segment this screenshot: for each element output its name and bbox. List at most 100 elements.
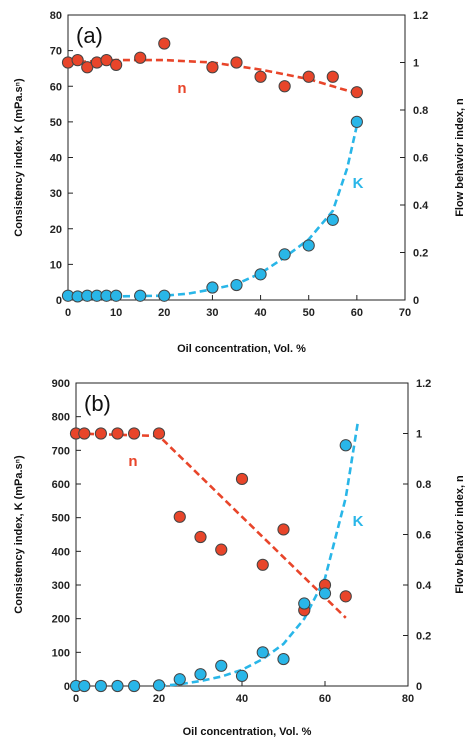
x-tick-label: 20: [158, 307, 170, 319]
x-tick-label: 70: [399, 307, 411, 319]
x-tick-label: 40: [254, 307, 266, 319]
x-axis-label: Oil concentration, Vol. %: [183, 726, 312, 738]
x-tick-label: 40: [236, 693, 248, 705]
y2-tick-label: 1.2: [416, 378, 431, 390]
chart-panel-2: 0 20 40 60 80010020030040050060070080090000.…: [13, 378, 466, 738]
y-tick-label: 800: [52, 412, 70, 424]
data-point-n: [206, 61, 219, 74]
y-tick-label: 500: [52, 513, 70, 525]
data-point-K: [318, 587, 332, 600]
x-axis-label: Oil concentration, Vol. %: [177, 343, 306, 355]
data-point-K: [173, 673, 186, 686]
data-point-n: [278, 80, 291, 93]
y2-axis-label: Flow behavior index, n: [454, 475, 466, 594]
data-point-K: [128, 679, 141, 693]
y2-tick-label: 1: [413, 58, 419, 70]
y-tick-label: 80: [50, 10, 62, 22]
x-tick-label: 0: [73, 693, 79, 705]
chart-panel-1: 0 10 20 30 40 50 60 700102030405060708000.20.40…: [13, 10, 466, 355]
y-tick-label: 30: [50, 188, 62, 200]
y-tick-label: 900: [52, 378, 70, 390]
data-point-n: [173, 510, 186, 523]
y-tick-label: 60: [50, 81, 62, 93]
data-point-K: [302, 239, 315, 252]
y2-tick-label: 0.8: [416, 479, 431, 491]
data-point-n: [230, 56, 243, 69]
y2-tick-label: 0: [416, 681, 422, 693]
y2-axis-label: Flow behavior index, n: [454, 98, 466, 217]
series-label-K: K: [353, 513, 364, 530]
x-tick-label: 30: [206, 307, 218, 319]
y-tick-label: 600: [52, 479, 70, 491]
data-point-K: [206, 281, 219, 294]
y-tick-label: 300: [52, 580, 70, 592]
data-point-n: [134, 51, 147, 64]
y-tick-label: 400: [52, 546, 70, 558]
y2-tick-label: 0.8: [413, 105, 428, 117]
series-label-n: n: [177, 80, 186, 97]
data-point-K: [111, 679, 124, 693]
data-point-K: [194, 668, 207, 681]
y-tick-label: 100: [52, 647, 70, 659]
data-point-n: [128, 427, 141, 440]
data-point-n: [110, 58, 123, 71]
data-point-n: [152, 427, 166, 440]
data-point-K: [230, 278, 243, 292]
data-point-n: [194, 530, 207, 544]
data-point-n: [71, 54, 84, 67]
y-tick-label: 200: [52, 614, 70, 626]
data-point-n: [339, 590, 352, 603]
data-point-n: [111, 427, 124, 440]
x-tick-label: 60: [351, 307, 363, 319]
data-point-n: [326, 70, 339, 83]
y-tick-label: 0: [56, 295, 62, 307]
y-tick-label: 40: [50, 153, 62, 165]
data-point-K: [298, 597, 311, 610]
data-point-K: [158, 289, 171, 302]
y-tick-label: 10: [50, 259, 62, 271]
data-point-n: [302, 70, 315, 83]
data-point-K: [339, 439, 352, 452]
data-point-K: [350, 115, 363, 128]
fit-line-K: [68, 125, 359, 298]
panel-label: (a): [76, 23, 103, 48]
data-point-K: [254, 268, 267, 281]
y2-tick-label: 0.6: [416, 530, 431, 542]
y-tick-label: 20: [50, 224, 62, 236]
data-point-n: [350, 86, 363, 99]
y2-tick-label: 0.2: [416, 631, 431, 643]
data-point-n: [100, 54, 113, 67]
y-tick-label: 0: [64, 681, 70, 693]
y2-tick-label: 0.6: [413, 153, 428, 165]
x-tick-label: 50: [303, 307, 315, 319]
y2-tick-label: 1.2: [413, 10, 428, 22]
x-tick-label: 80: [402, 693, 414, 705]
data-point-n: [94, 427, 108, 440]
x-tick-label: 0: [65, 307, 71, 319]
data-point-K: [256, 646, 269, 659]
data-point-K: [278, 248, 291, 261]
y2-tick-label: 0.4: [413, 200, 429, 212]
data-point-K: [235, 669, 249, 683]
y2-tick-label: 0.4: [416, 580, 432, 592]
series-label-n: n: [128, 453, 137, 470]
data-point-n: [277, 523, 290, 536]
fit-line-K: [158, 419, 360, 688]
x-tick-label: 60: [319, 693, 331, 705]
x-tick-label: 20: [153, 693, 165, 705]
data-point-n: [78, 427, 91, 440]
data-point-K: [326, 213, 339, 226]
data-point-K: [134, 289, 147, 302]
y2-tick-label: 0: [413, 295, 419, 307]
data-point-n: [235, 472, 249, 486]
data-point-n: [81, 61, 94, 74]
data-point-n: [158, 37, 171, 50]
data-point-K: [78, 679, 91, 693]
data-point-n: [256, 558, 269, 571]
data-point-K: [152, 679, 166, 692]
y-tick-label: 50: [50, 117, 62, 129]
data-point-K: [110, 289, 123, 302]
y2-tick-label: 1: [416, 429, 422, 441]
y2-tick-label: 0.2: [413, 248, 428, 260]
